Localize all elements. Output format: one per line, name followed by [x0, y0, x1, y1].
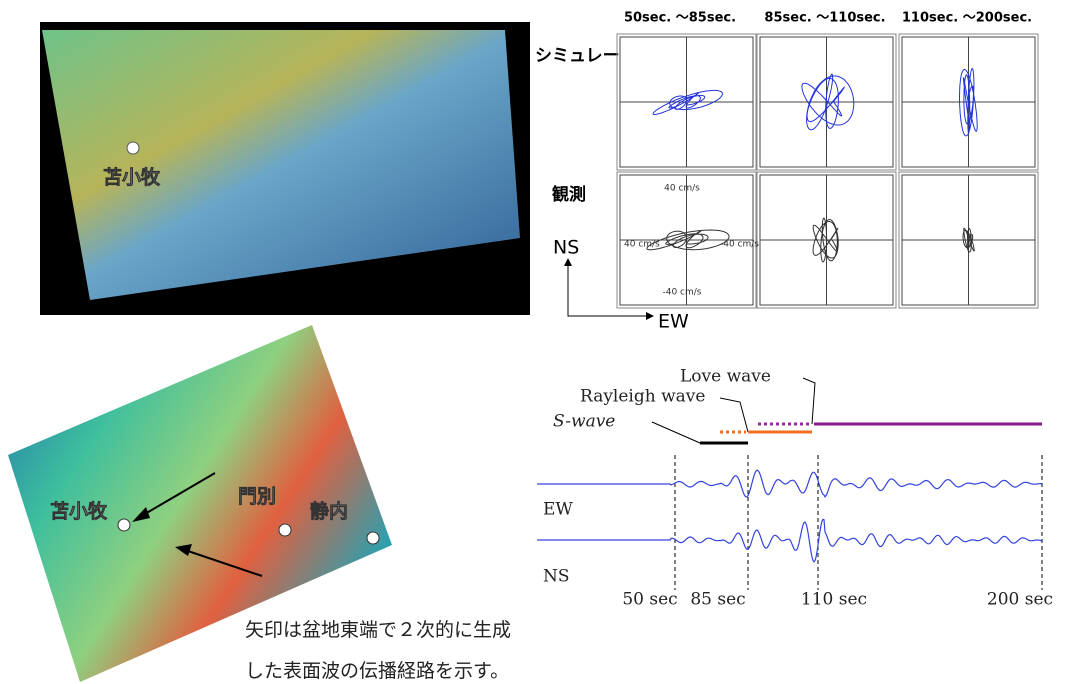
phase-label: Rayleigh wave — [580, 387, 705, 407]
trace-label: EW — [543, 500, 573, 520]
map-label: 苫小牧 — [50, 500, 108, 523]
time-label: 200 sec — [987, 590, 1053, 610]
waveform — [537, 470, 1042, 497]
time-label: 110 sec — [801, 590, 867, 610]
phase-label: Love wave — [680, 367, 771, 387]
waveform-group — [537, 455, 1042, 590]
caption-line: した表面波の伝播経路を示す。 — [245, 660, 509, 682]
site-marker — [127, 142, 139, 154]
leader-line — [803, 378, 815, 424]
orbit-group — [617, 34, 1038, 308]
window-label: 110sec. ～200sec. — [902, 11, 1032, 26]
phase-label: S-wave — [553, 412, 615, 432]
leader-line — [652, 422, 700, 443]
window-label: 50sec. ～85sec. — [624, 11, 736, 26]
axis-label: 40 cm/s — [624, 240, 660, 250]
row-label: 観測 — [552, 184, 586, 205]
figure-canvas: 苫小牧 苫小牧 門別 静内 50sec. ～85sec. 85sec. ～110… — [0, 0, 1082, 684]
arrow-head — [646, 312, 654, 320]
axis-label: -40 cm/s — [720, 240, 759, 250]
window-label: 85sec. ～110sec. — [764, 11, 885, 26]
caption-line: 矢印は盆地東端で２次的に生成 — [245, 619, 511, 641]
leader-line — [720, 398, 748, 432]
time-label: 50 sec — [622, 590, 677, 610]
figure: 苫小牧 苫小牧 門別 静内 50sec. ～85sec. 85sec. ～110… — [0, 0, 1082, 684]
site-marker — [279, 524, 291, 536]
map-label: 門別 — [238, 486, 276, 508]
time-label: 85 sec — [690, 590, 745, 610]
axis-name: EW — [658, 311, 689, 333]
axis-label: -40 cm/s — [663, 288, 702, 298]
map-label: 静内 — [310, 500, 348, 523]
map-label: 苫小牧 — [103, 166, 161, 189]
axis-name: NS — [553, 237, 579, 259]
site-marker — [367, 532, 379, 544]
trace-label: NS — [543, 567, 570, 587]
waveform — [537, 519, 1042, 562]
arrow-head — [564, 258, 572, 266]
axis-label: 40 cm/s — [664, 184, 700, 194]
site-marker — [118, 519, 130, 531]
